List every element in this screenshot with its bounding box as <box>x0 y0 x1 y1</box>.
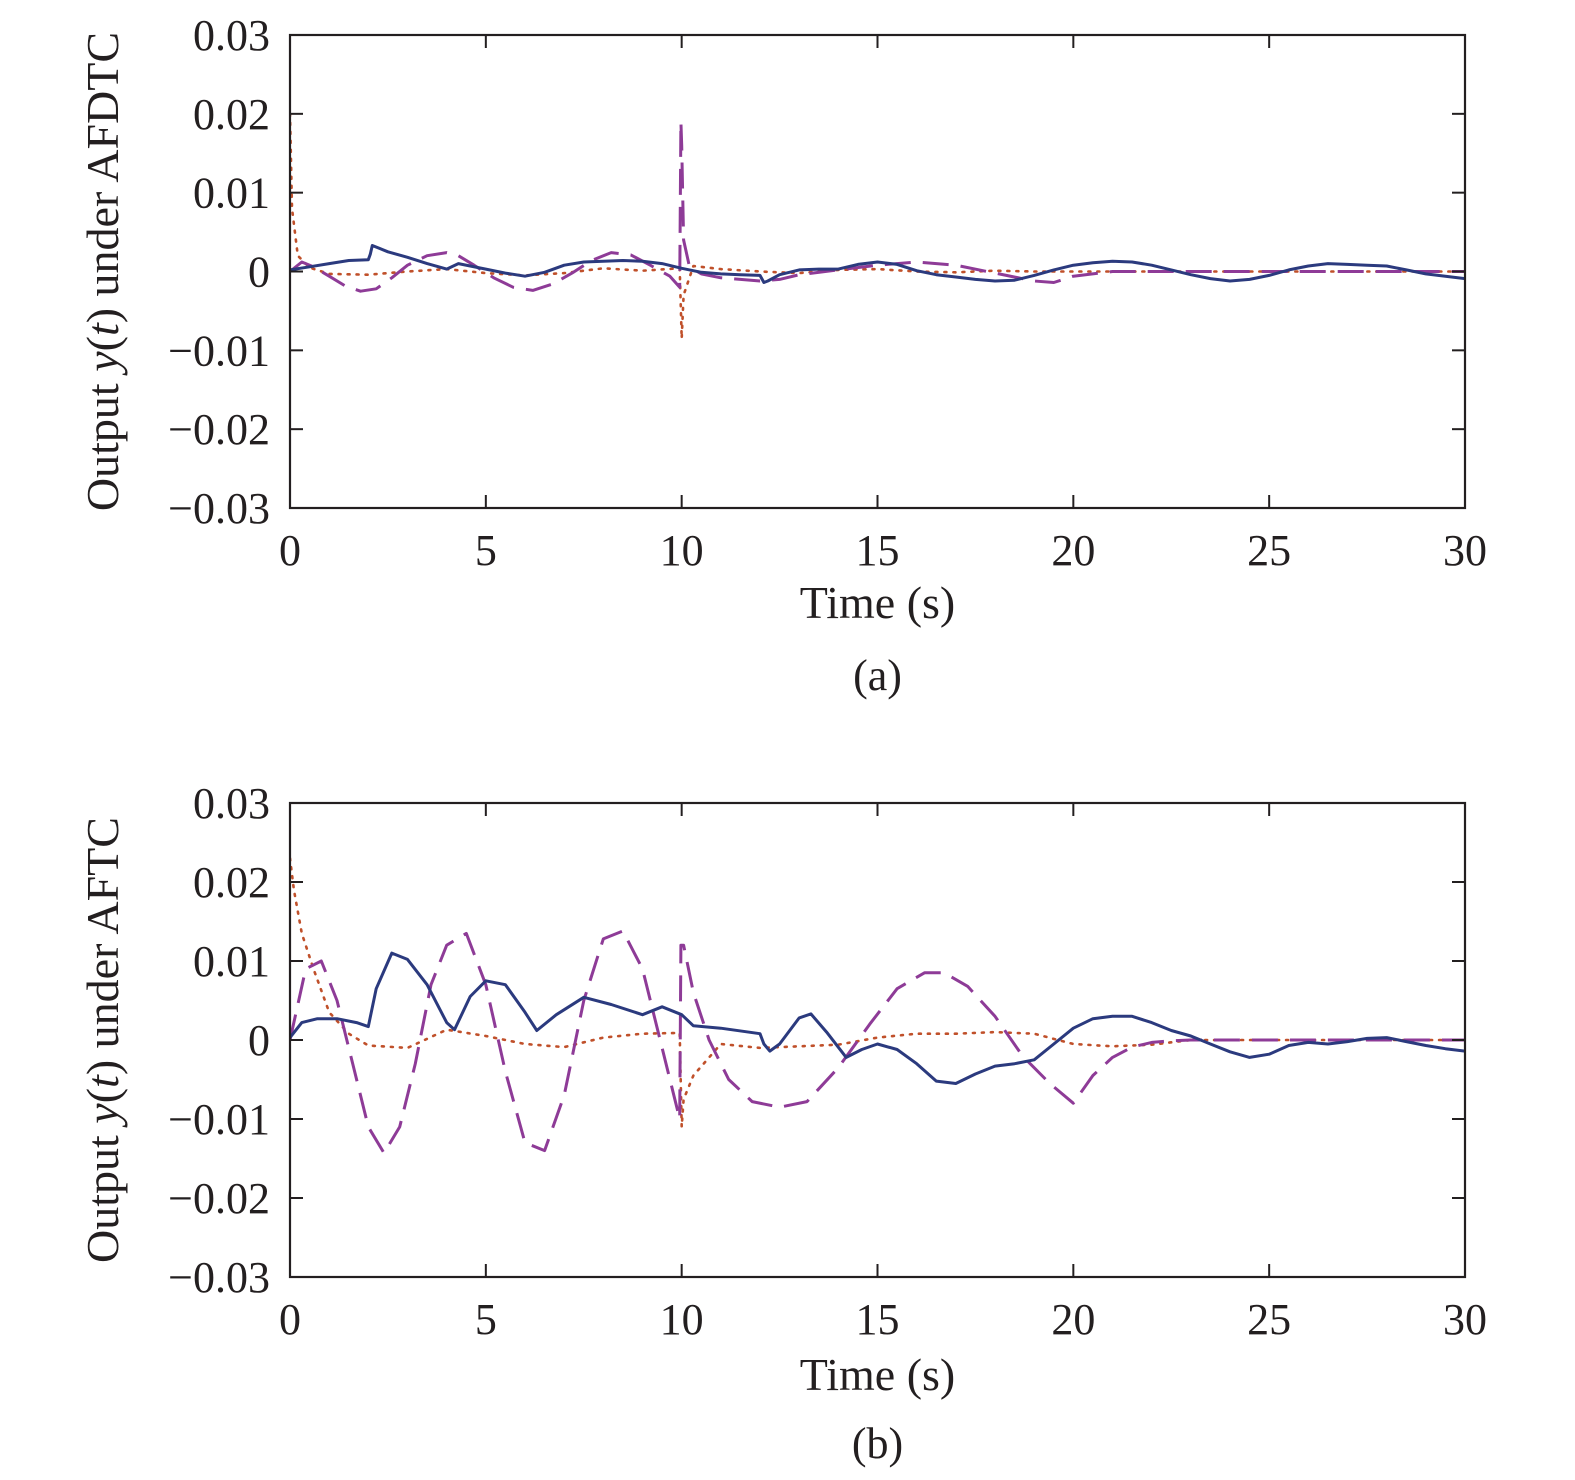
panel-a-ticks: 0 5 10 15 20 25 30 0.03 0.02 0.01 0 −0.01 −0.02 −0.03 <box>168 11 1487 575</box>
panel-b-y-axis-label: Output y(t) under AFTC <box>77 817 128 1263</box>
panel-a: 0 5 10 15 20 25 30 0.03 0.02 0.01 0 −0.01 −0.02 −0.03… <box>77 11 1487 700</box>
panel-a-y-tick-label: 0.01 <box>193 169 270 218</box>
panel-b-y-tick-label: 0.03 <box>193 779 270 828</box>
panel-a-series-dotted-line <box>290 112 1465 340</box>
panel-a-y-tick-label: 0 <box>248 248 270 297</box>
panel-b-x-tick-label: 30 <box>1443 1295 1487 1344</box>
panel-b-ylabel-t: t <box>77 1074 128 1088</box>
panel-a-x-tick-label: 0 <box>279 526 301 575</box>
panel-b-y-tick-label: −0.03 <box>168 1253 270 1302</box>
panel-b-x-tick-label: 15 <box>856 1295 900 1344</box>
panel-b-ylabel-var: y <box>77 1103 128 1128</box>
panel-a-y-tick-label: −0.02 <box>168 405 270 454</box>
panel-a-x-tick-label: 25 <box>1247 526 1291 575</box>
panel-a-series-dashed-line <box>290 120 1465 293</box>
panel-b-caption: (b) <box>852 1419 903 1468</box>
panel-a-ylabel-open: ( <box>77 336 128 351</box>
panel-b-y-tick-label: −0.02 <box>168 1174 270 1223</box>
panel-b-series-group <box>290 856 1465 1155</box>
panel-b-x-tick-label: 10 <box>660 1295 704 1344</box>
panel-b-series-solid-line <box>290 951 1465 1085</box>
panel-a-series-solid-line <box>290 244 1465 284</box>
panel-a-y-tick-label: 0.02 <box>193 90 270 139</box>
panel-a-y-tick-label: −0.01 <box>168 326 270 375</box>
panel-a-ylabel-suffix: ) under AFDTC <box>77 32 128 323</box>
panel-b-x-tick-label: 0 <box>279 1295 301 1344</box>
panel-b-ticks: 0 5 10 15 20 25 30 0.03 0.02 0.01 0 −0.01 −0.02 −0.03 <box>168 779 1487 1344</box>
panel-a-y-tick-label: 0.03 <box>193 11 270 60</box>
panel-a-x-tick-label: 10 <box>660 526 704 575</box>
panel-b: 0 5 10 15 20 25 30 0.03 0.02 0.01 0 −0.01 −0.02 −0.03… <box>77 779 1487 1468</box>
panel-a-ylabel-prefix: Output <box>77 372 128 511</box>
panel-a-x-axis-label: Time (s) <box>800 577 956 628</box>
panel-b-y-tick-label: 0 <box>248 1016 270 1065</box>
panel-a-caption: (a) <box>853 651 902 700</box>
panel-a-ylabel-t: t <box>77 322 128 336</box>
panel-b-x-tick-label: 5 <box>475 1295 497 1344</box>
panel-a-y-tick-label: −0.03 <box>168 484 270 533</box>
panel-a-series-group <box>290 112 1465 340</box>
panel-a-x-tick-label: 5 <box>475 526 497 575</box>
panel-b-y-tick-label: 0.02 <box>193 858 270 907</box>
panel-a-x-tick-label: 20 <box>1051 526 1095 575</box>
panel-b-x-tick-label: 20 <box>1051 1295 1095 1344</box>
panel-a-x-tick-label: 15 <box>856 526 900 575</box>
panel-b-y-tick-label: 0.01 <box>193 937 270 986</box>
panel-b-x-axis-label: Time (s) <box>800 1349 956 1400</box>
panel-b-series-dashed-line <box>290 929 1465 1155</box>
panel-b-ylabel-suffix: ) under AFTC <box>77 817 128 1075</box>
panel-b-ylabel-open: ( <box>77 1088 128 1103</box>
panel-b-y-tick-label: −0.01 <box>168 1095 270 1144</box>
panel-a-ylabel-var: y <box>77 351 128 376</box>
panel-b-x-tick-label: 25 <box>1247 1295 1291 1344</box>
panel-a-x-tick-label: 30 <box>1443 526 1487 575</box>
panel-a-y-axis-label: Output y(t) under AFDTC <box>77 32 128 511</box>
panel-b-ylabel-prefix: Output <box>77 1124 128 1263</box>
panel-b-series-dotted-line <box>290 856 1465 1129</box>
